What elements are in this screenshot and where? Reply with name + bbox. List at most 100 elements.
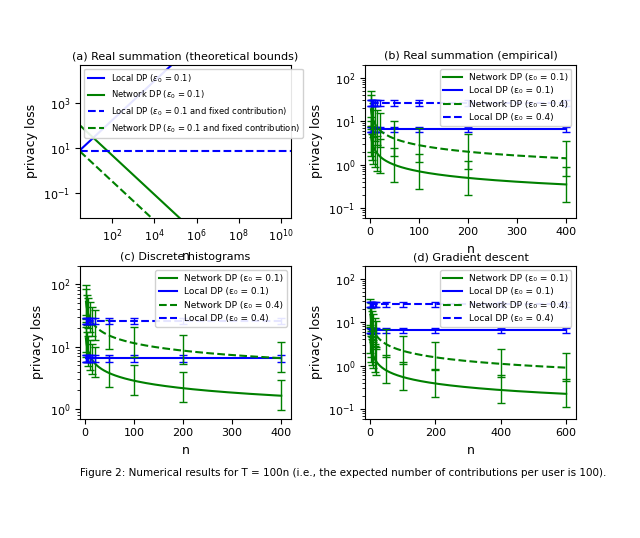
Local DP (ε₀ = 0.1) xyxy=(277,355,285,362)
Legend: Local DP ($\varepsilon_0$ = 0.1), Network DP ($\varepsilon_0$ = 0.1), Local DP (: Local DP ($\varepsilon_0$ = 0.1), Networ… xyxy=(84,69,303,138)
Local DP (ε₀ = 0.4) xyxy=(544,100,552,107)
Local DP (ε₀ = 0.4) xyxy=(532,100,540,107)
Network DP (ε₀ = 0.4) xyxy=(367,105,374,111)
Network DP (ε₀ = 0.1) xyxy=(444,382,452,388)
Network DP ($\varepsilon_0$ = 0.1) xyxy=(287,318,295,325)
Network DP ($\varepsilon_0$ = 0.1 and fixed contribution) xyxy=(282,339,290,346)
Local DP (ε₀ = 0.1) xyxy=(508,327,516,334)
Local DP (ε₀ = 0.4) xyxy=(483,100,491,107)
Network DP (ε₀ = 0.4) xyxy=(277,355,285,362)
Network DP (ε₀ = 0.4) xyxy=(198,349,206,356)
Line: Network DP (ε₀ = 0.1): Network DP (ε₀ = 0.1) xyxy=(86,338,281,396)
Local DP ($\varepsilon_0$ = 0.1 and fixed contribution) xyxy=(249,148,257,154)
Network DP (ε₀ = 0.4) xyxy=(532,153,540,160)
Y-axis label: privacy loss: privacy loss xyxy=(310,104,323,178)
Network DP ($\varepsilon_0$ = 0.1) xyxy=(249,283,257,289)
Network DP (ε₀ = 0.1) xyxy=(198,387,206,393)
Text: Figure 2: Numerical results for T = 100n (i.e., the expected number of contribut: Figure 2: Numerical results for T = 100n… xyxy=(80,468,606,478)
Network DP (ε₀ = 0.1) xyxy=(259,392,267,398)
Y-axis label: privacy loss: privacy loss xyxy=(310,305,323,379)
Line: Network DP (ε₀ = 0.4): Network DP (ε₀ = 0.4) xyxy=(371,314,566,367)
Network DP (ε₀ = 0.1) xyxy=(486,176,494,183)
Local DP ($\varepsilon_0$ = 0.1) xyxy=(178,53,186,59)
Network DP (ε₀ = 0.1) xyxy=(367,131,374,138)
Local DP ($\varepsilon_0$ = 0.1 and fixed contribution) xyxy=(287,148,295,154)
Local DP (ε₀ = 0.4) xyxy=(509,301,516,307)
Local DP (ε₀ = 0.1) xyxy=(563,327,570,334)
Local DP ($\varepsilon_0$ = 0.1 and fixed contribution) xyxy=(178,148,186,154)
Network DP ($\varepsilon_0$ = 0.1 and fixed contribution) xyxy=(287,344,295,351)
Local DP ($\varepsilon_0$ = 0.1) xyxy=(177,54,184,60)
Network DP (ε₀ = 0.1) xyxy=(246,391,254,397)
Network DP (ε₀ = 0.4) xyxy=(544,154,552,160)
Network DP (ε₀ = 0.4) xyxy=(83,303,90,309)
Network DP (ε₀ = 0.1) xyxy=(544,180,552,187)
Local DP ($\varepsilon_0$ = 0.1 and fixed contribution) xyxy=(76,148,84,154)
Line: Network DP ($\varepsilon_0$ = 0.1): Network DP ($\varepsilon_0$ = 0.1) xyxy=(80,125,291,322)
Local DP (ε₀ = 0.1) xyxy=(544,126,552,132)
Network DP ($\varepsilon_0$ = 0.1) xyxy=(76,122,84,129)
Network DP ($\varepsilon_0$ = 0.1) xyxy=(202,239,209,245)
Local DP ($\varepsilon_0$ = 0.1) xyxy=(76,147,84,153)
Network DP (ε₀ = 0.1) xyxy=(483,176,491,183)
Title: (c) Discrete histograms: (c) Discrete histograms xyxy=(120,252,251,262)
Local DP (ε₀ = 0.1) xyxy=(259,355,267,362)
Local DP (ε₀ = 0.4) xyxy=(367,100,375,107)
Line: Network DP (ε₀ = 0.1): Network DP (ε₀ = 0.1) xyxy=(371,134,566,185)
Network DP ($\varepsilon_0$ = 0.1 and fixed contribution) xyxy=(178,243,186,249)
Local DP ($\varepsilon_0$ = 0.1 and fixed contribution) xyxy=(202,148,209,154)
Local DP ($\varepsilon_0$ = 0.1 and fixed contribution) xyxy=(282,148,290,154)
Local DP (ε₀ = 0.4) xyxy=(202,317,209,324)
Line: Network DP (ε₀ = 0.1): Network DP (ε₀ = 0.1) xyxy=(371,340,566,394)
Network DP (ε₀ = 0.1) xyxy=(277,393,285,399)
Local DP (ε₀ = 0.4) xyxy=(246,317,254,324)
Network DP (ε₀ = 0.4) xyxy=(563,155,570,161)
Y-axis label: privacy loss: privacy loss xyxy=(31,305,44,379)
Local DP (ε₀ = 0.1) xyxy=(202,355,209,362)
Local DP (ε₀ = 0.1) xyxy=(486,126,494,132)
Network DP (ε₀ = 0.4) xyxy=(444,356,452,362)
Legend: Network DP (ε₀ = 0.1), Local DP (ε₀ = 0.1), Network DP (ε₀ = 0.4), Local DP (ε₀ : Network DP (ε₀ = 0.1), Local DP (ε₀ = 0.… xyxy=(155,270,287,327)
Legend: Network DP (ε₀ = 0.1), Local DP (ε₀ = 0.1), Network DP (ε₀ = 0.4), Local DP (ε₀ : Network DP (ε₀ = 0.1), Local DP (ε₀ = 0.… xyxy=(440,69,572,126)
Network DP ($\varepsilon_0$ = 0.1 and fixed contribution) xyxy=(76,148,84,154)
Network DP (ε₀ = 0.4) xyxy=(259,354,267,360)
Network DP (ε₀ = 0.1) xyxy=(431,380,438,386)
Network DP ($\varepsilon_0$ = 0.1 and fixed contribution) xyxy=(249,309,257,315)
Network DP (ε₀ = 0.1) xyxy=(390,371,398,377)
X-axis label: n: n xyxy=(182,444,189,457)
Local DP (ε₀ = 0.1) xyxy=(532,126,540,132)
Local DP (ε₀ = 0.1) xyxy=(483,126,491,132)
Local DP (ε₀ = 0.1) xyxy=(563,126,570,132)
Local DP (ε₀ = 0.4) xyxy=(431,301,438,307)
Local DP (ε₀ = 0.4) xyxy=(490,301,497,307)
Local DP (ε₀ = 0.1) xyxy=(82,355,90,362)
Local DP (ε₀ = 0.1) xyxy=(367,126,375,132)
Title: (b) Real summation (empirical): (b) Real summation (empirical) xyxy=(383,51,557,61)
Network DP (ε₀ = 0.1) xyxy=(490,386,497,393)
Local DP ($\varepsilon_0$ = 0.1 and fixed contribution) xyxy=(177,148,184,154)
Local DP (ε₀ = 0.4) xyxy=(259,317,267,324)
Local DP (ε₀ = 0.1) xyxy=(390,327,398,334)
Local DP (ε₀ = 0.4) xyxy=(198,317,205,324)
Network DP ($\varepsilon_0$ = 0.1 and fixed contribution) xyxy=(202,265,209,271)
Network DP (ε₀ = 0.1) xyxy=(202,387,209,394)
Network DP (ε₀ = 0.4) xyxy=(431,354,438,360)
Network DP (ε₀ = 0.4) xyxy=(367,310,374,317)
Network DP (ε₀ = 0.4) xyxy=(508,362,516,368)
Network DP (ε₀ = 0.4) xyxy=(486,151,494,157)
Local DP (ε₀ = 0.1) xyxy=(367,327,374,334)
Network DP (ε₀ = 0.1) xyxy=(532,180,540,186)
Local DP (ε₀ = 0.1) xyxy=(444,327,452,334)
Local DP (ε₀ = 0.4) xyxy=(82,317,90,324)
Local DP (ε₀ = 0.1) xyxy=(198,355,206,362)
Network DP (ε₀ = 0.4) xyxy=(483,150,490,157)
Network DP (ε₀ = 0.4) xyxy=(367,110,375,116)
Network DP (ε₀ = 0.4) xyxy=(246,353,254,359)
Local DP (ε₀ = 0.4) xyxy=(563,100,570,107)
Local DP ($\varepsilon_0$ = 0.1 and fixed contribution) xyxy=(190,148,198,154)
Legend: Network DP (ε₀ = 0.1), Local DP (ε₀ = 0.1), Network DP (ε₀ = 0.4), Local DP (ε₀ : Network DP (ε₀ = 0.1), Local DP (ε₀ = 0.… xyxy=(440,270,572,327)
Local DP (ε₀ = 0.4) xyxy=(563,301,570,307)
Network DP (ε₀ = 0.1) xyxy=(563,391,570,397)
Local DP (ε₀ = 0.1) xyxy=(483,126,490,132)
Local DP ($\varepsilon_0$ = 0.1) xyxy=(202,30,209,37)
